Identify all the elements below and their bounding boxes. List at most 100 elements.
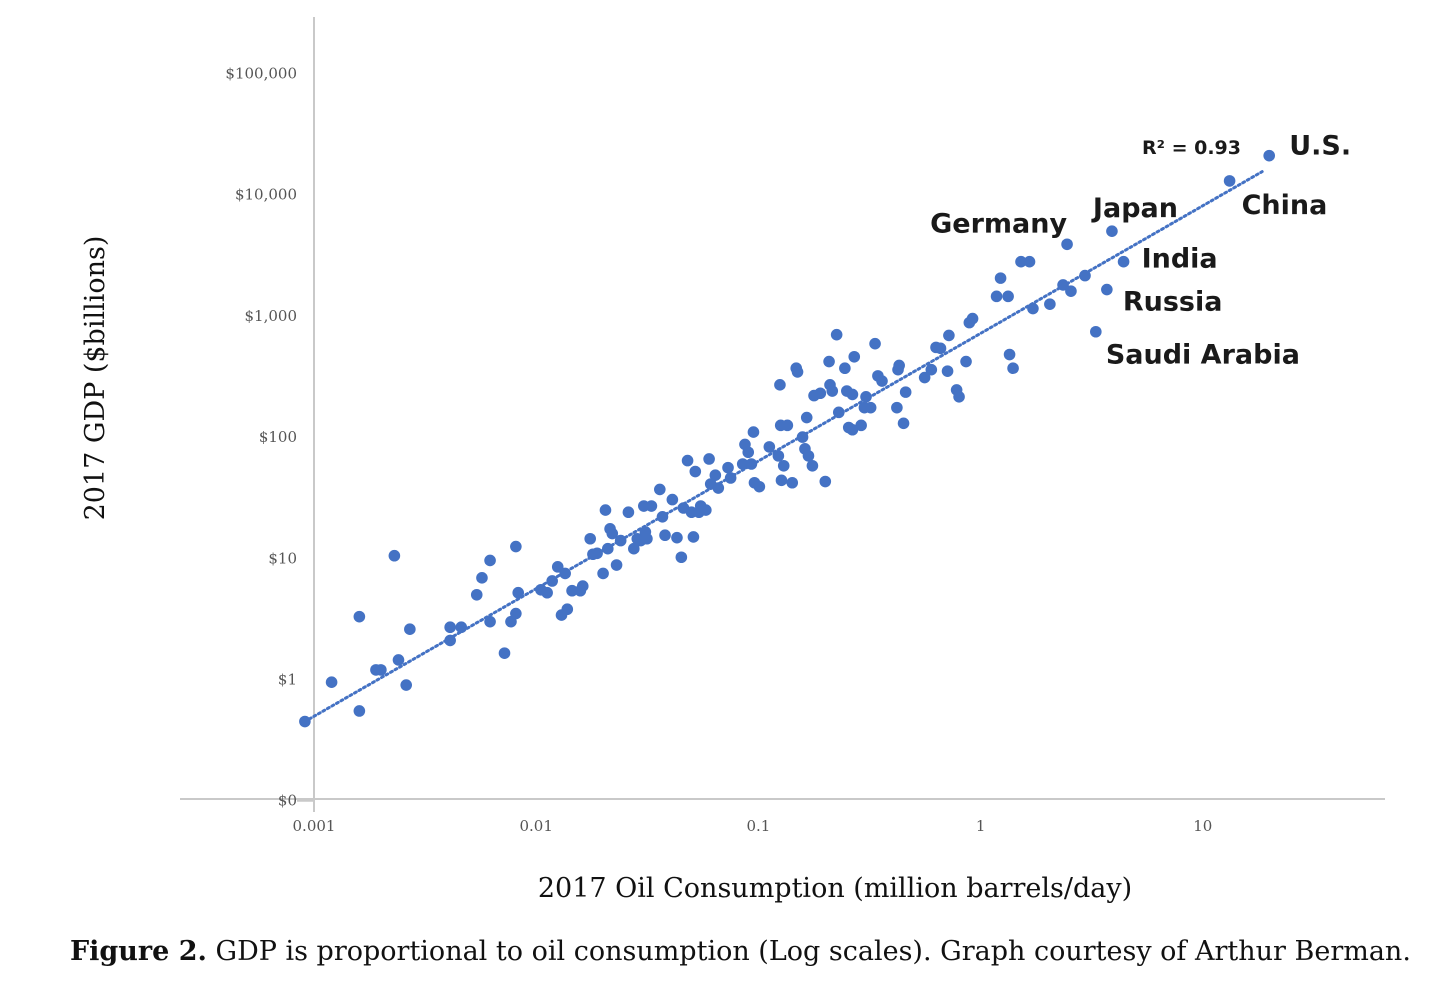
data-point: [675, 551, 688, 564]
data-point: [772, 450, 785, 462]
data-point: [375, 664, 387, 676]
data-point: [656, 510, 669, 523]
caption-label: Figure 2.: [70, 936, 207, 967]
data-point-russia: [1101, 283, 1113, 296]
country-label: Japan: [1091, 193, 1178, 224]
data-point: [846, 423, 859, 436]
data-point: [860, 391, 872, 403]
data-point: [897, 417, 910, 430]
data-point: [622, 506, 635, 519]
data-point: [899, 386, 912, 398]
data-point: [687, 531, 700, 543]
data-point: [546, 575, 558, 587]
data-point: [325, 676, 338, 688]
data-point: [353, 705, 366, 717]
data-point: [1007, 362, 1019, 375]
data-point: [599, 504, 612, 516]
x-tick-label: 0.01: [519, 817, 552, 835]
data-points: [299, 149, 1276, 728]
data-point: [918, 371, 931, 384]
y-tick-label: $100: [259, 428, 297, 446]
data-point: [1044, 298, 1056, 310]
data-point: [994, 272, 1007, 284]
data-point: [541, 586, 553, 599]
data-point: [796, 431, 809, 443]
data-point: [388, 549, 401, 562]
y-tick-label: $10: [268, 549, 297, 567]
data-point: [392, 654, 405, 666]
data-point: [800, 411, 813, 424]
data-point: [736, 458, 749, 470]
data-point-germany: [1061, 238, 1073, 251]
data-point: [510, 607, 522, 620]
x-tick-labels: 0.001 0.01 0.1 1 10: [293, 817, 1213, 835]
data-point: [584, 532, 597, 545]
data-point: [645, 500, 658, 512]
x-tick-label: 1: [976, 817, 986, 835]
x-tick-label: 0.1: [746, 817, 770, 835]
data-point: [960, 355, 972, 368]
data-point: [786, 476, 799, 489]
data-point: [470, 588, 483, 601]
data-point: [654, 483, 666, 496]
data-point: [400, 679, 413, 691]
data-point: [689, 465, 702, 478]
x-axis-title: 2017 Oil Consumption (million barrels/da…: [538, 873, 1132, 904]
data-point: [561, 603, 574, 616]
data-point: [606, 527, 619, 540]
country-labels: U.S. China Japan Germany India Russia Saudi Ar…: [930, 131, 1351, 371]
country-label: India: [1142, 244, 1218, 275]
data-point: [576, 580, 589, 592]
data-point: [299, 715, 311, 728]
data-point-china: [1223, 175, 1236, 187]
data-point: [742, 446, 755, 459]
data-point: [1002, 290, 1014, 303]
y-tick-label: $100,000: [225, 65, 297, 83]
data-point-india: [1117, 255, 1130, 268]
data-point: [934, 342, 947, 355]
x-tick-label: 10: [1193, 817, 1212, 835]
data-point: [864, 401, 877, 414]
y-tick-label: $0: [278, 792, 297, 810]
data-point: [498, 647, 511, 659]
data-point: [1065, 285, 1077, 297]
data-point-japan: [1106, 225, 1118, 237]
data-point: [823, 355, 835, 368]
data-point: [484, 554, 496, 567]
data-point: [1023, 255, 1036, 268]
data-point: [559, 567, 571, 580]
y-axis-title: 2017 GDP ($billions): [80, 236, 111, 521]
scatter-chart: $0$1$10$100$1,000$10,000$100,000 0.001 0.…: [80, 17, 1385, 904]
country-label: Germany: [930, 208, 1067, 239]
data-point: [846, 388, 859, 401]
x-tick-label: 0.001: [293, 817, 336, 835]
data-point: [941, 365, 954, 377]
data-point: [893, 359, 905, 372]
data-point: [455, 621, 468, 634]
data-point-u-s: [1263, 149, 1276, 162]
data-point: [753, 480, 766, 493]
data-point: [591, 547, 603, 560]
data-point-saudi-arabia: [1090, 325, 1102, 338]
data-point: [551, 561, 564, 573]
y-tick-label: $10,000: [235, 186, 297, 204]
data-point: [601, 542, 614, 555]
country-label: U.S.: [1289, 131, 1351, 162]
data-point: [1079, 269, 1091, 282]
data-point: [1057, 279, 1069, 291]
data-point: [747, 426, 760, 438]
data-point: [671, 531, 683, 544]
data-point: [476, 572, 488, 584]
data-point: [869, 337, 881, 350]
data-point: [781, 419, 794, 432]
data-point: [891, 401, 903, 414]
data-point: [1003, 348, 1016, 361]
data-point: [966, 312, 979, 325]
data-point: [628, 542, 640, 555]
data-point: [703, 453, 715, 465]
data-point: [830, 328, 843, 341]
r-squared-label: R² = 0.93: [1142, 137, 1241, 159]
data-point: [712, 482, 725, 494]
data-point: [777, 459, 790, 472]
